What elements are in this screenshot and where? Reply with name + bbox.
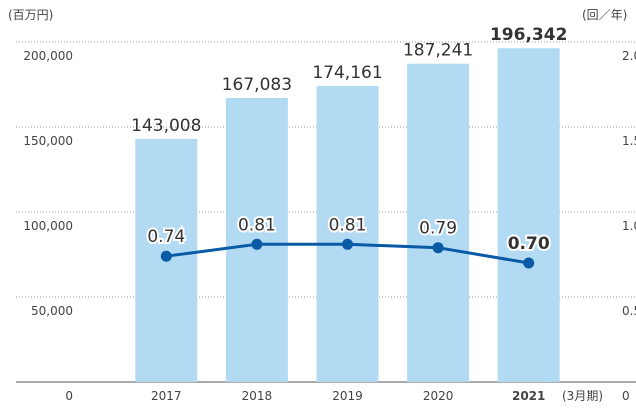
- y-tick-label: 100,000: [23, 219, 73, 233]
- line-value-label: 0.81: [329, 215, 367, 235]
- line-point: [251, 238, 263, 250]
- y2-tick-label: 0.5: [622, 304, 636, 318]
- x-axis-label: (3月期): [562, 389, 603, 403]
- y-axis-label: (百万円): [8, 8, 53, 22]
- bar-value-label: 196,342: [490, 25, 567, 45]
- bar: [407, 63, 470, 382]
- y-tick-label: 0: [65, 389, 73, 403]
- y2-tick-label: 2.0: [622, 49, 636, 63]
- line-value-label: 0.81: [238, 215, 276, 235]
- line-point: [523, 257, 535, 269]
- bar-value-label: 143,008: [131, 116, 201, 136]
- line-point: [432, 242, 444, 254]
- line-value-label: 0.70: [508, 234, 550, 254]
- bar: [497, 48, 560, 383]
- x-tick-label: 2017: [151, 389, 182, 403]
- bar: [316, 85, 379, 382]
- line-value-label: 0.74: [147, 227, 185, 247]
- bar-value-label: 174,161: [312, 63, 382, 83]
- y-tick-label: 50,000: [31, 304, 73, 318]
- y2-tick-label: 1.5: [622, 134, 636, 148]
- line-value-label: 0.79: [419, 219, 457, 239]
- y2-tick-label: 1.0: [622, 219, 636, 233]
- x-tick-label: 2019: [332, 389, 363, 403]
- x-tick-label: 2018: [242, 389, 273, 403]
- y-tick-label: 200,000: [23, 49, 73, 63]
- y2-tick-label: 0: [622, 389, 630, 403]
- y2-axis-label: (回／年): [582, 8, 627, 22]
- bar-value-label: 167,083: [222, 75, 292, 95]
- line-point: [342, 238, 353, 250]
- x-tick-label: 2021: [512, 389, 545, 403]
- bar-value-label: 187,241: [403, 41, 473, 61]
- line-point: [160, 250, 172, 262]
- x-tick-label: 2020: [423, 389, 454, 403]
- y-tick-label: 150,000: [23, 134, 73, 148]
